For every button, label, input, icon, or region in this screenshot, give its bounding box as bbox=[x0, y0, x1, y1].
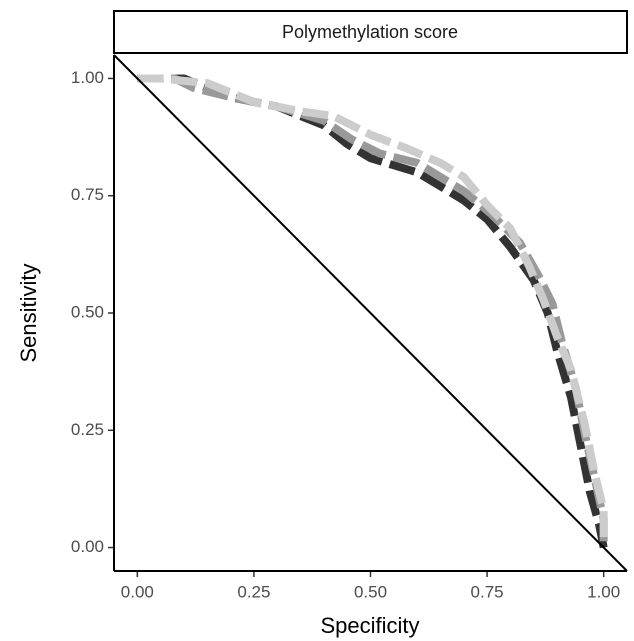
y-tick-label: 0.25 bbox=[71, 420, 104, 439]
x-axis-title: Specificity bbox=[320, 613, 419, 638]
strip-box bbox=[113, 10, 628, 54]
y-tick-label: 0.00 bbox=[71, 537, 104, 556]
x-tick-label: 0.75 bbox=[471, 582, 504, 601]
x-tick-label: 0.25 bbox=[237, 582, 270, 601]
y-tick-label: 0.75 bbox=[71, 185, 104, 204]
x-tick-label: 0.00 bbox=[121, 582, 154, 601]
x-tick-label: 1.00 bbox=[587, 582, 620, 601]
reference-diagonal bbox=[113, 54, 628, 572]
y-tick-label: 0.50 bbox=[71, 302, 104, 321]
y-tick-label: 1.00 bbox=[71, 68, 104, 87]
chart-title: Polymethylation score bbox=[282, 22, 458, 42]
roc-curve bbox=[137, 74, 608, 543]
x-tick-label: 0.50 bbox=[354, 582, 387, 601]
y-axis-title: Sensitivity bbox=[16, 263, 41, 362]
